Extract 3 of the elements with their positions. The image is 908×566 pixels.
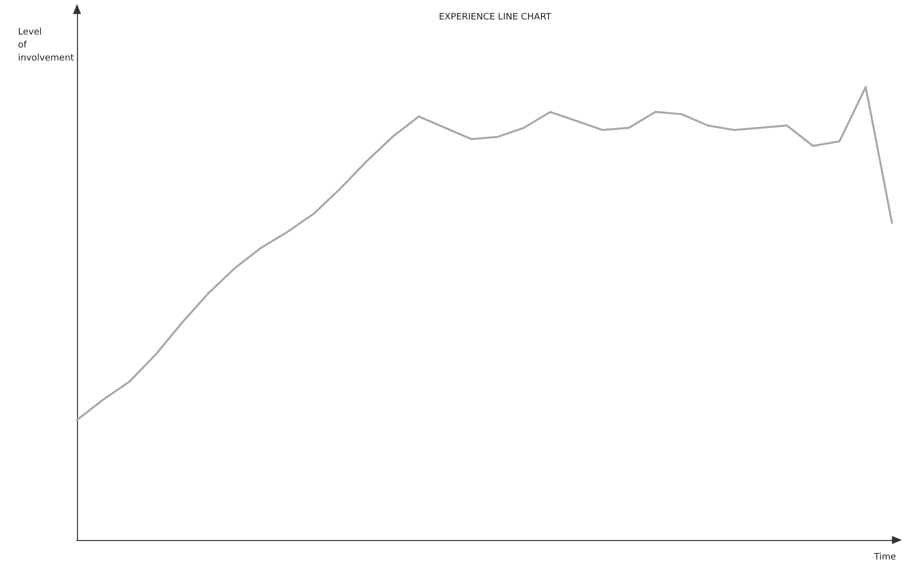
y-axis-title: Level of involvement (18, 28, 74, 64)
chart-title: EXPERIENCE LINE CHART (438, 12, 552, 22)
x-axis-title: Time (872, 552, 896, 562)
